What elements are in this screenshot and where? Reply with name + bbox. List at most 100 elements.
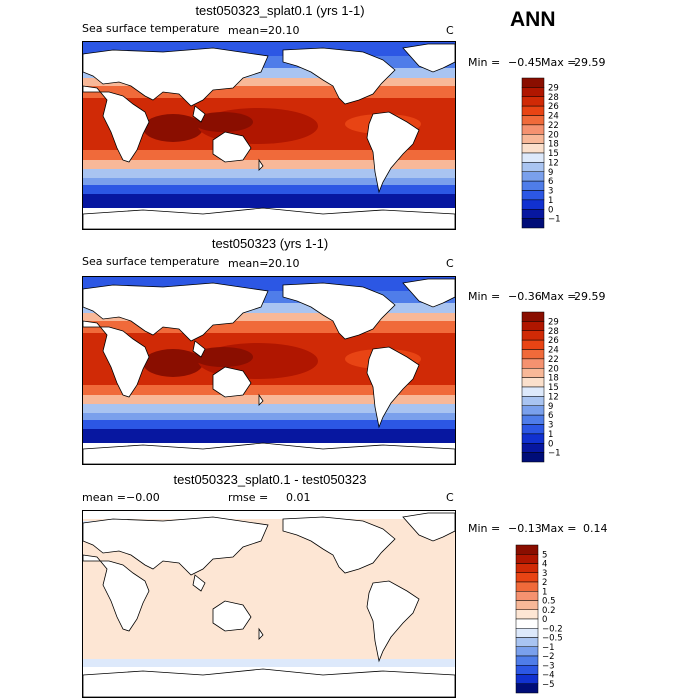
colorbar-box	[521, 386, 545, 397]
colorbar-tick-label: 0.2	[542, 606, 556, 616]
season-label: ANN	[510, 8, 556, 31]
panel-1-max-value: 29.59	[574, 56, 606, 69]
colorbar-tick-label: 2	[542, 578, 547, 588]
colorbar-tick-label: 4	[542, 560, 547, 570]
panel-3-max-value: 0.14	[583, 522, 608, 535]
panel-3-title: test050323_splat0.1 - test050323	[173, 472, 367, 487]
colorbar-box	[521, 96, 545, 107]
colorbar-box	[521, 368, 545, 378]
colorbar-box	[521, 209, 545, 219]
colorbar-tick-label: 6	[548, 411, 553, 421]
panel-3-mean-value: −0.00	[126, 491, 160, 504]
panel-3-min-label: Min =	[468, 522, 501, 535]
panel-3-max-label: Max =	[541, 522, 577, 535]
colorbar-tick-label: −2	[542, 652, 555, 662]
panel-1-colorbar: 29 28 26 24 22 20 18 15 12 9 6 3 1 0 −1	[521, 77, 602, 229]
colorbar-box	[521, 311, 545, 322]
colorbar-tick-label: 29	[548, 83, 559, 93]
colorbar-box	[521, 349, 545, 360]
colorbar-box	[515, 618, 539, 629]
colorbar-tick-label: 3	[548, 421, 553, 431]
colorbar-tick-label: 1	[548, 430, 553, 440]
panel-3-rmse-label: rmse =	[228, 491, 269, 504]
colorbar-tick-label: 0	[548, 205, 553, 215]
colorbar-tick-label: 26	[548, 102, 559, 112]
colorbar-tick-label: 18	[548, 374, 559, 384]
colorbar-tick-label: −5	[542, 680, 555, 690]
colorbar-box	[521, 377, 545, 388]
colorbar-tick-label: 20	[548, 130, 559, 140]
colorbar-box	[521, 190, 545, 201]
panel-1-max-label: Max =	[541, 56, 577, 69]
colorbar-box	[521, 87, 545, 97]
panel-2-min-label: Min =	[468, 290, 501, 303]
panel-1-variable: Sea surface temperature	[82, 22, 220, 35]
colorbar-box	[515, 665, 539, 675]
panel-2-title: test050323 (yrs 1-1)	[211, 236, 329, 251]
colorbar-box	[521, 199, 545, 210]
colorbar-tick-label: 20	[548, 364, 559, 374]
panel-3-min-value: −0.13	[508, 522, 542, 535]
colorbar-box	[521, 134, 545, 144]
colorbar-tick-label: −4	[542, 671, 555, 681]
colorbar-tick-label: 3	[548, 187, 553, 197]
colorbar-box	[515, 544, 539, 555]
panel-1-units: C	[446, 24, 454, 37]
panel-1-mean-label: mean=	[228, 24, 269, 37]
panel-1-min-label: Min =	[468, 56, 501, 69]
colorbar-tick-label: 22	[548, 355, 559, 365]
colorbar-tick-label: 28	[548, 93, 559, 103]
colorbar-box	[521, 339, 545, 350]
colorbar-tick-label: 12	[548, 392, 559, 402]
panel-2-min-value: −0.36	[508, 290, 542, 303]
colorbar-box	[515, 683, 539, 694]
panel-3-rmse-value: 0.01	[286, 491, 311, 504]
colorbar-tick-label: 9	[548, 402, 553, 412]
panel-1-title: test050323_splat0.1 (yrs 1-1)	[195, 3, 365, 18]
colorbar-tick-label: 24	[548, 346, 559, 356]
panel-3-units: C	[446, 491, 454, 504]
panel-3-mean-label: mean =	[82, 491, 126, 504]
panel-1-mean-value: 20.10	[268, 24, 300, 37]
colorbar-box	[521, 358, 545, 369]
colorbar-tick-label: 22	[548, 121, 559, 131]
colorbar-tick-label: −1	[548, 449, 561, 459]
colorbar-box	[521, 162, 545, 172]
colorbar-tick-label: 5	[542, 550, 547, 560]
colorbar-box	[521, 443, 545, 453]
colorbar-tick-label: −0.5	[542, 634, 563, 644]
colorbar-tick-label: 0	[542, 615, 547, 625]
panel-2-mean-label: mean=	[228, 257, 269, 270]
colorbar-box	[521, 77, 545, 88]
colorbar-box	[521, 124, 545, 135]
colorbar-box	[521, 115, 545, 126]
panel-2-units: C	[446, 257, 454, 270]
colorbar-box	[521, 152, 545, 163]
colorbar-box	[515, 655, 539, 666]
colorbar-tick-label: 1	[548, 196, 553, 206]
colorbar-box	[521, 143, 545, 154]
colorbar-box	[521, 218, 545, 229]
panel-2-max-label: Max =	[541, 290, 577, 303]
colorbar-tick-label: 9	[548, 168, 553, 178]
panel-3-map	[82, 510, 456, 698]
colorbar-tick-label: 6	[548, 177, 553, 187]
colorbar-tick-label: −1	[548, 215, 561, 225]
panel-2-max-value: 29.59	[574, 290, 606, 303]
colorbar-tick-label: 12	[548, 158, 559, 168]
colorbar-box	[515, 572, 539, 583]
colorbar-tick-label: 24	[548, 112, 559, 122]
colorbar-tick-label: −3	[542, 661, 555, 671]
panel-3-colorbar: 5 4 3 2 1 0.5 0.2 0 −0.2 −0.5 −1 −2 −3 −4 −5	[515, 544, 596, 694]
colorbar-box	[521, 180, 545, 191]
colorbar-box	[521, 424, 545, 435]
colorbar-box	[521, 405, 545, 416]
colorbar-tick-label: 26	[548, 336, 559, 346]
colorbar-tick-label: 15	[548, 383, 559, 393]
colorbar-tick-label: 18	[548, 140, 559, 150]
colorbar-tick-label: 29	[548, 317, 559, 327]
colorbar-box	[515, 628, 539, 638]
panel-2-colorbar: 29 28 26 24 22 20 18 15 12 9 6 3 1 0 −1	[521, 311, 602, 463]
colorbar-box	[521, 330, 545, 341]
colorbar-box	[521, 105, 545, 116]
